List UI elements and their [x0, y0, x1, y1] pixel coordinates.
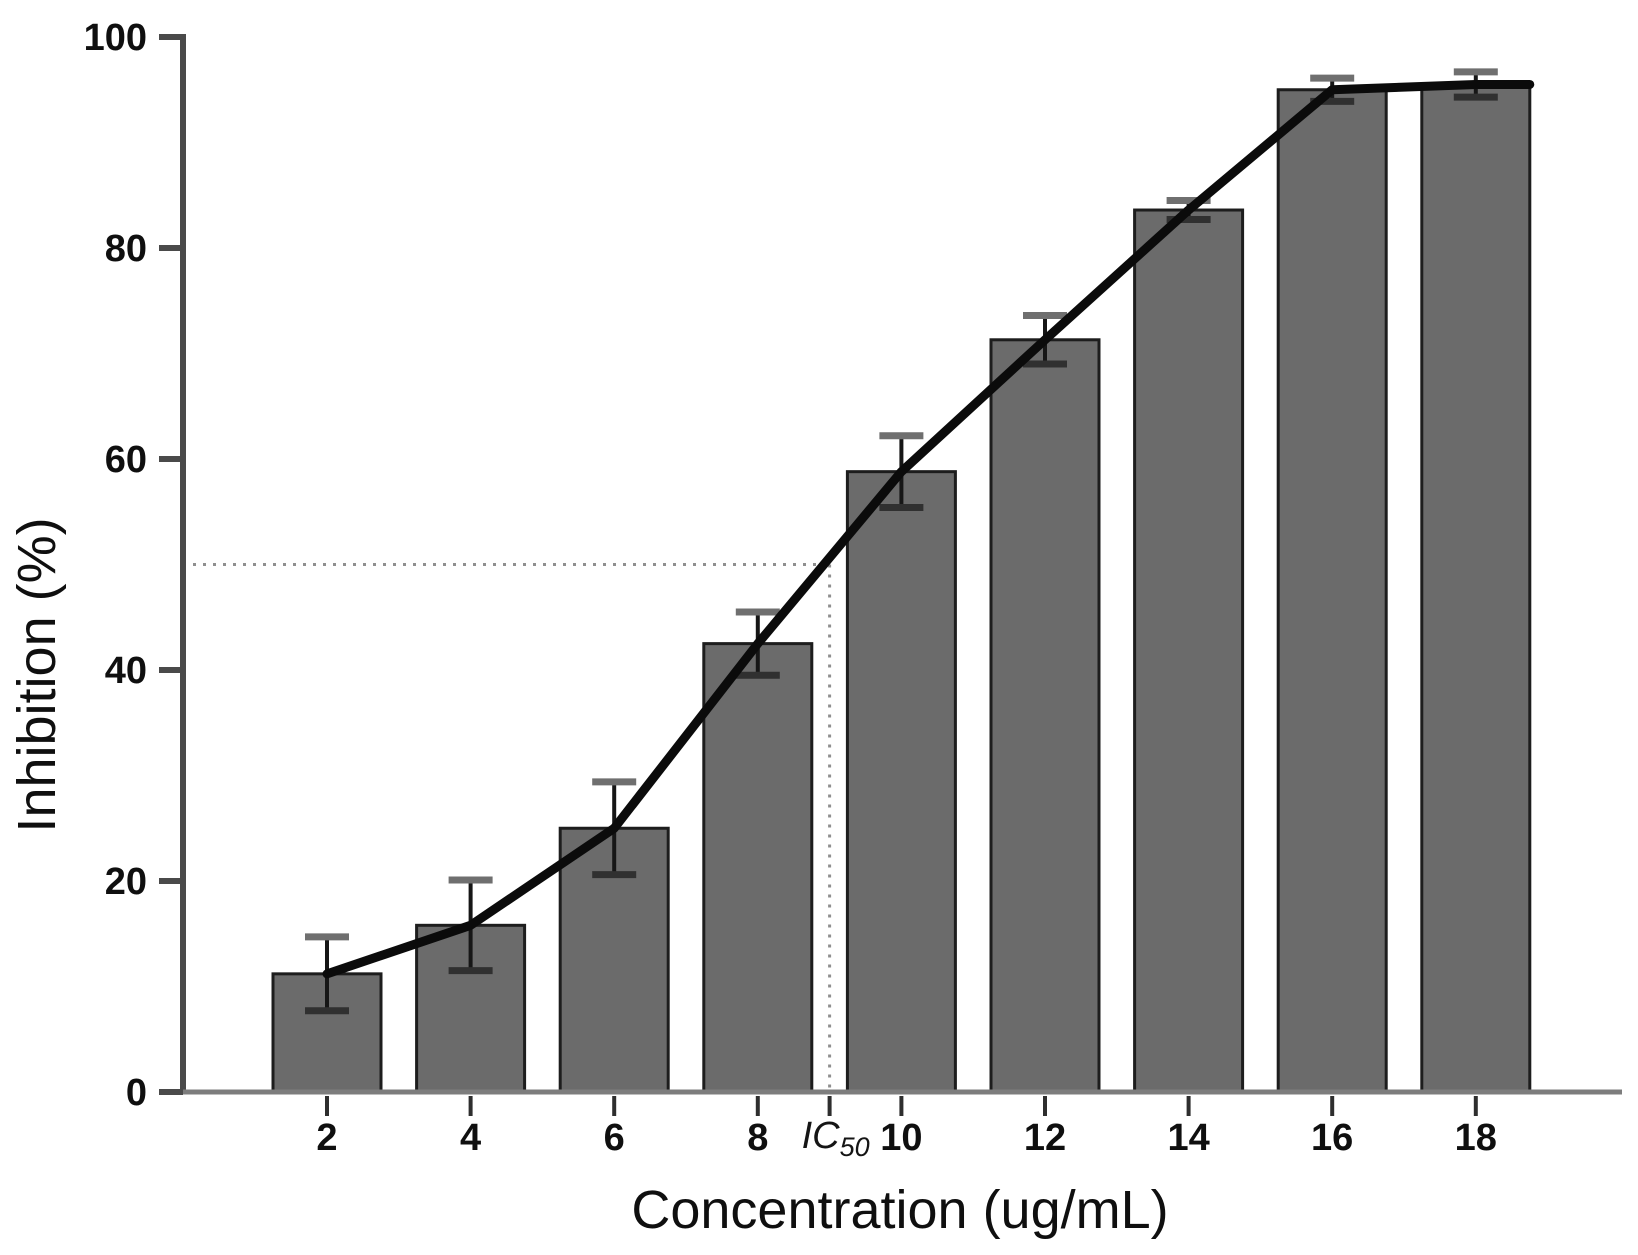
- bar-12: [989, 338, 1101, 1094]
- x-tick-label: 8: [747, 1117, 768, 1159]
- x-tick-label: 2: [316, 1117, 337, 1159]
- x-tick-label: 12: [1024, 1117, 1066, 1159]
- x-axis-title: Concentration (ug/mL): [631, 1180, 1168, 1240]
- y-tick-label: 100: [84, 17, 147, 59]
- y-tick-label: 60: [105, 439, 147, 481]
- bar-8: [702, 642, 814, 1094]
- bar-10: [845, 470, 957, 1094]
- bars-group: [271, 82, 1532, 1094]
- bar-14: [1133, 208, 1245, 1094]
- x-tick-label: 6: [604, 1117, 625, 1159]
- x-tick-label: 16: [1311, 1117, 1353, 1159]
- x-axis-ticks: 2 4 6 8 10 12 14 16 18: [316, 1096, 1497, 1159]
- y-axis-title: Inhibition (%): [7, 517, 67, 832]
- bar-16: [1276, 88, 1388, 1094]
- x-tick-label: 18: [1455, 1117, 1497, 1159]
- y-tick-label: 0: [126, 1072, 147, 1114]
- y-tick-label: 20: [105, 861, 147, 903]
- y-tick-label: 40: [105, 650, 147, 692]
- x-tick-label: 10: [880, 1117, 922, 1159]
- trend-line: [322, 79, 1535, 979]
- x-tick-label: 14: [1167, 1117, 1209, 1159]
- y-axis-ticks: 0 20 40 60 80 100: [84, 17, 183, 1114]
- y-tick-label: 80: [105, 228, 147, 270]
- bar-18: [1420, 82, 1532, 1094]
- trend-line-group: [322, 79, 1535, 979]
- ic50-axis-label: IC50: [802, 1115, 870, 1162]
- x-tick-label: 4: [460, 1117, 481, 1159]
